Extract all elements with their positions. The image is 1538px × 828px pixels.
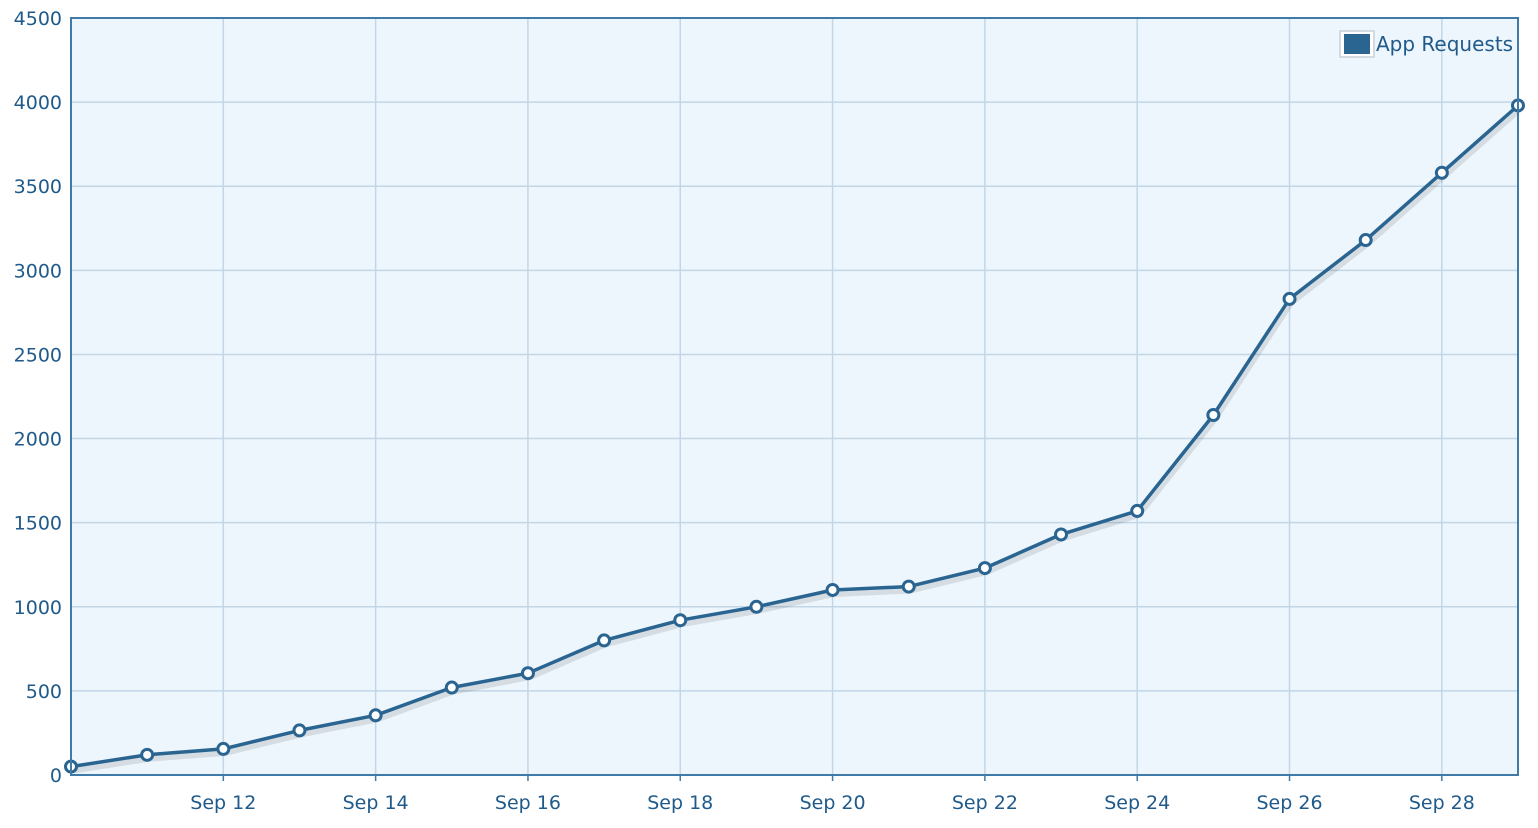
y-tick-label: 4500 [14, 8, 62, 30]
grid-lines [71, 18, 1518, 775]
data-point [1054, 527, 1069, 542]
data-point [901, 579, 916, 594]
x-tick-label: Sep 24 [1104, 792, 1170, 814]
plot-area [71, 18, 1518, 775]
data-point [520, 666, 535, 681]
series-shadow [72, 107, 1522, 774]
data-point [292, 723, 307, 738]
x-tick-label: Sep 26 [1257, 792, 1323, 814]
y-tick-label: 500 [26, 681, 62, 703]
legend-swatch [1344, 34, 1370, 54]
x-tick-label: Sep 18 [647, 792, 713, 814]
y-tick-label: 1000 [14, 597, 62, 619]
data-point [1130, 503, 1145, 518]
data-point [140, 747, 155, 762]
x-tick-label: Sep 22 [952, 792, 1018, 814]
series-app-requests [64, 98, 1525, 774]
data-point [597, 633, 612, 648]
data-point [1282, 291, 1297, 306]
data-point [749, 599, 764, 614]
data-point [825, 582, 840, 597]
y-axis-ticks: 0 500 1000 1500 2000 2500 3000 3500 4000 4500 [14, 8, 62, 787]
data-point [977, 561, 992, 576]
y-tick-label: 2500 [14, 344, 62, 366]
y-tick-label: 0 [50, 765, 62, 787]
x-tick-label: Sep 12 [190, 792, 256, 814]
data-point [1206, 408, 1221, 423]
data-point [1434, 165, 1449, 180]
x-axis-ticks: Sep 12 Sep 14 Sep 16 Sep 18 Sep 20 Sep 22 Sep … [190, 775, 1475, 814]
legend-label: App Requests [1376, 32, 1513, 56]
series-line-app-requests [69, 103, 1520, 769]
y-tick-label: 3000 [14, 260, 62, 282]
x-tick-label: Sep 20 [800, 792, 866, 814]
y-tick-label: 2000 [14, 429, 62, 451]
y-tick-label: 3500 [14, 176, 62, 198]
data-point [673, 613, 688, 628]
x-tick-label: Sep 28 [1409, 792, 1475, 814]
y-tick-label: 4000 [14, 92, 62, 114]
x-tick-label: Sep 16 [495, 792, 561, 814]
y-tick-label: 1500 [14, 513, 62, 535]
legend: App Requests [1339, 30, 1513, 58]
data-point [1358, 233, 1373, 248]
data-point [368, 708, 383, 723]
plot-border [70, 17, 1519, 776]
x-tick-label: Sep 14 [343, 792, 409, 814]
data-point [444, 680, 459, 695]
data-point [216, 741, 231, 756]
